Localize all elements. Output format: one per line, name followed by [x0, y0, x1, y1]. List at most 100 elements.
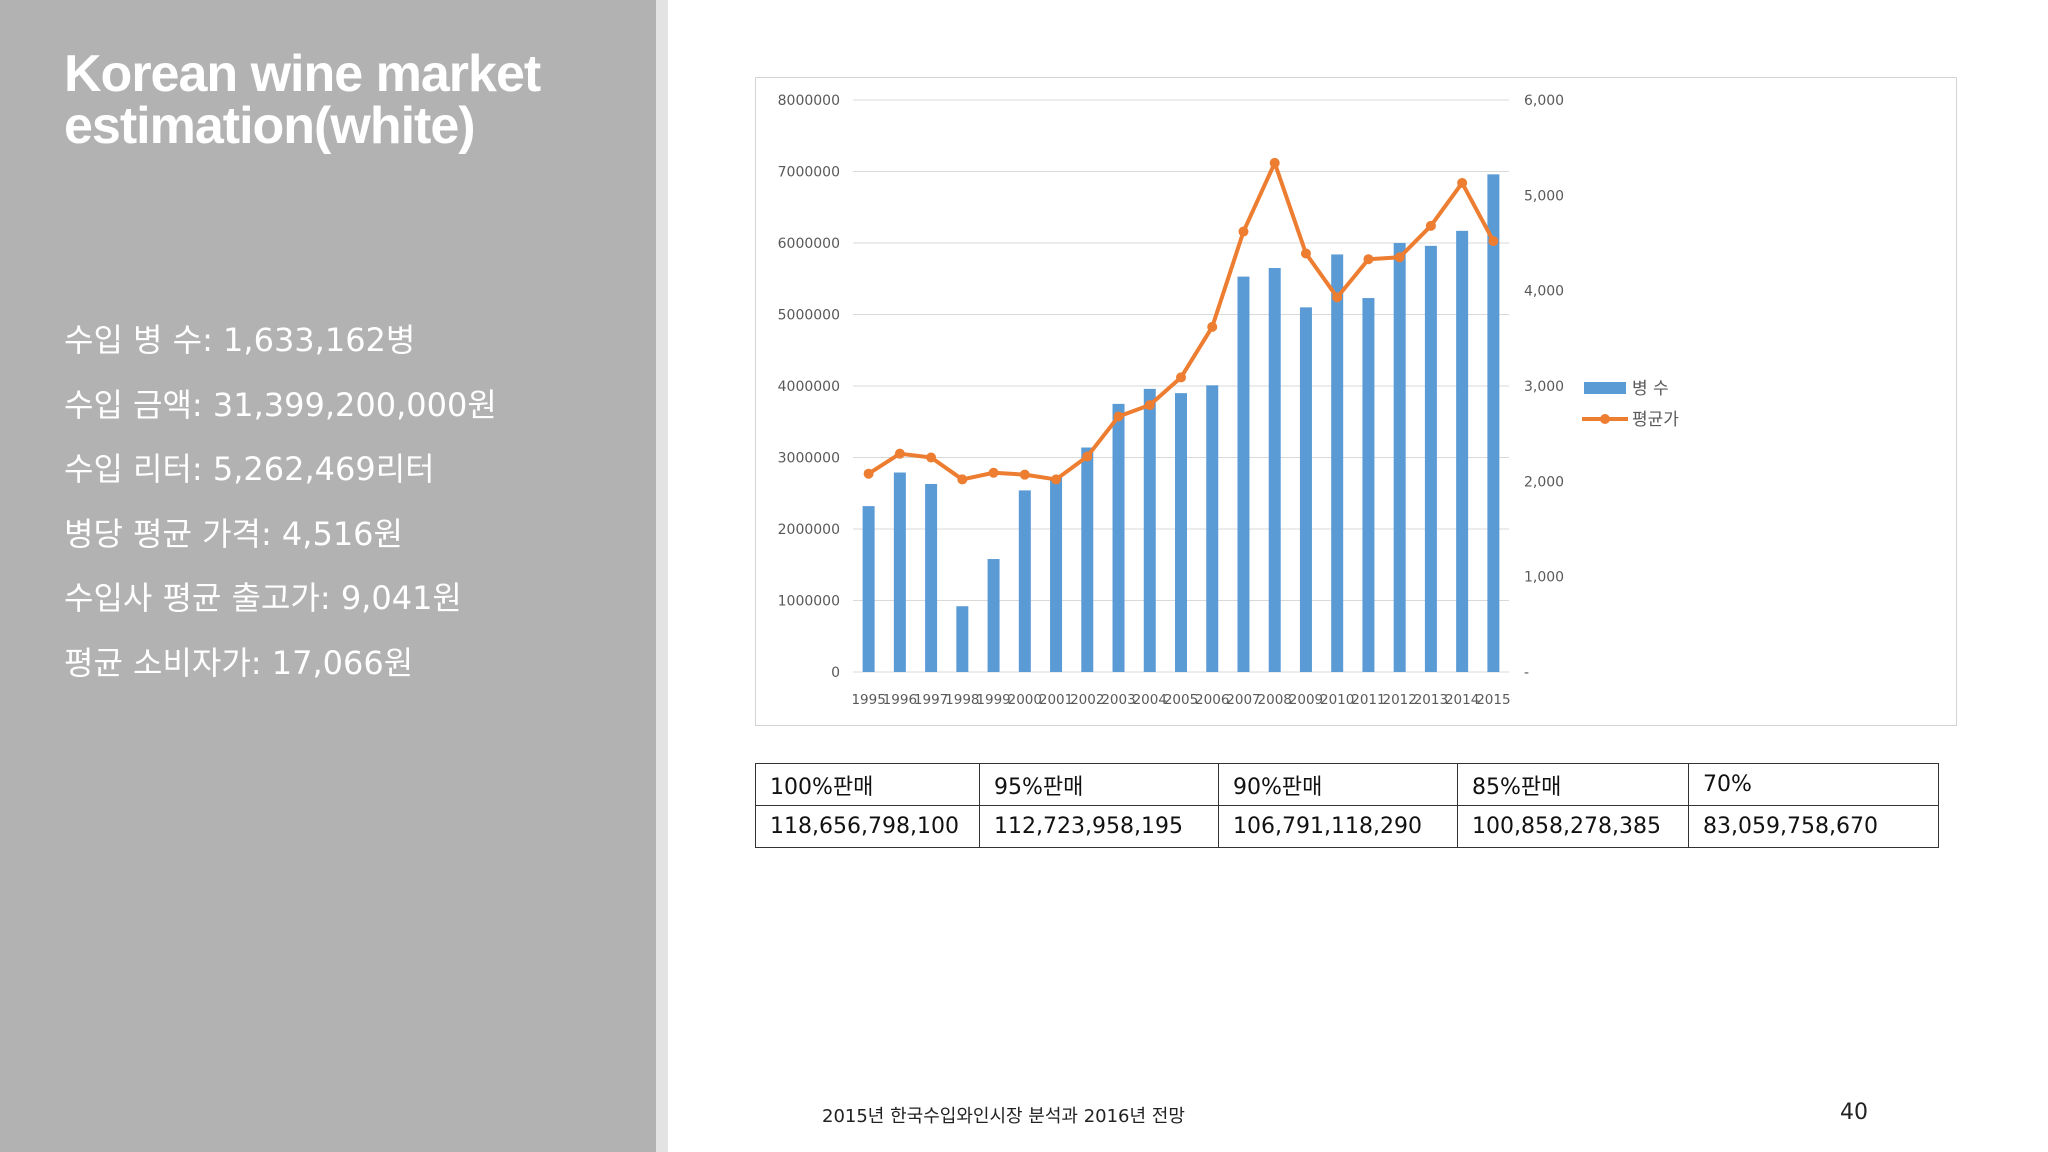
bar — [1268, 268, 1281, 672]
stat-avg-price-per-bottle: 병당 평균 가격: 4,516원 — [64, 514, 403, 553]
x-tick-label: 2005 — [1164, 692, 1198, 708]
bar — [1112, 403, 1125, 672]
x-tick-label: 2010 — [1320, 692, 1354, 708]
line-point — [1457, 177, 1468, 188]
table-header-cell: 90%판매 — [1218, 763, 1458, 806]
bar — [1018, 490, 1031, 672]
line-point — [1394, 252, 1405, 263]
y-secondary-tick-label: 1,000 — [1524, 570, 1564, 586]
footer-caption: 2015년 한국수입와인시장 분석과 2016년 전망 — [822, 1106, 1185, 1127]
line-point — [926, 452, 937, 463]
legend-line-label: 평균가 — [1632, 410, 1679, 430]
x-tick-label: 2007 — [1226, 692, 1260, 708]
x-tick-label: 1996 — [883, 692, 917, 708]
legend-bar-label: 병 수 — [1632, 379, 1669, 399]
y-secondary-tick-label: 4,000 — [1524, 284, 1564, 300]
bar — [987, 559, 1000, 672]
x-tick-label: 2015 — [1476, 692, 1510, 708]
table-value-cell: 112,723,958,195 — [979, 805, 1219, 848]
table-value-cell: 106,791,118,290 — [1218, 805, 1458, 848]
line-point — [1144, 400, 1155, 411]
line-point — [1019, 469, 1030, 480]
bar — [893, 472, 906, 672]
x-tick-label: 1997 — [914, 692, 948, 708]
bar — [1424, 245, 1437, 673]
y-primary-tick-label: 3000000 — [778, 451, 840, 467]
table-value-row: 118,656,798,100 112,723,958,195 106,791,… — [755, 805, 1939, 848]
line-point — [863, 468, 874, 479]
table-value-cell: 118,656,798,100 — [755, 805, 980, 848]
y-secondary-tick-label: 6,000 — [1524, 93, 1564, 109]
y-primary-tick-label: 8000000 — [778, 93, 840, 109]
x-tick-label: 2006 — [1195, 692, 1229, 708]
table-value-cell: 100,858,278,385 — [1457, 805, 1689, 848]
bar — [1487, 174, 1500, 673]
slide-title: Korean wine market estimation(white) — [64, 48, 634, 152]
x-tick-label: 2001 — [1039, 692, 1073, 708]
bar — [1050, 477, 1063, 672]
y-primary-tick-label: 2000000 — [778, 522, 840, 538]
y-primary-tick-label: 7000000 — [778, 165, 840, 181]
bar — [1206, 385, 1219, 672]
stat-avg-consumer-price: 평균 소비자가: 17,066원 — [64, 643, 414, 682]
line-point — [988, 467, 999, 478]
bar — [956, 606, 969, 672]
x-tick-label: 2009 — [1289, 692, 1323, 708]
line-point — [1488, 236, 1499, 247]
y-primary-tick-label: 6000000 — [778, 236, 840, 252]
legend-line-marker — [1600, 414, 1610, 424]
page-number: 40 — [1840, 1100, 1868, 1125]
bar — [1393, 243, 1406, 672]
table-header-cell: 70% — [1688, 763, 1939, 806]
bar — [862, 506, 875, 672]
stat-import-amount: 수입 금액: 31,399,200,000원 — [64, 385, 497, 424]
stat-importer-avg-release-price: 수입사 평균 출고가: 9,041원 — [64, 579, 462, 617]
bar — [1456, 230, 1469, 672]
y-secondary-tick-label: 2,000 — [1524, 474, 1564, 490]
line-point — [1113, 411, 1124, 422]
x-tick-label: 2002 — [1070, 692, 1104, 708]
table-value-cell: 83,059,758,670 — [1688, 805, 1939, 848]
chart-container: 0 1000000 2000000 3000000 4000000 5000000 6000… — [755, 77, 1957, 726]
panel-divider — [656, 0, 668, 1152]
y-secondary-tick-label: 5,000 — [1524, 188, 1564, 204]
y-secondary-tick-label: 3,000 — [1524, 379, 1564, 395]
line-point — [1300, 248, 1311, 259]
x-tick-label: 2011 — [1351, 692, 1385, 708]
bar — [1331, 254, 1344, 672]
bar — [1362, 298, 1375, 672]
line-point — [957, 474, 968, 485]
line-point — [1269, 157, 1280, 168]
table-header-cell: 100%판매 — [755, 763, 980, 806]
left-panel: Korean wine market estimation(white) 수입 … — [0, 0, 656, 1152]
stats-list: 수입 병 수: 1,633,162병 수입 금액: 31,399,200,000… — [64, 308, 497, 695]
x-tick-label: 2003 — [1101, 692, 1135, 708]
line-point — [1363, 254, 1374, 265]
x-tick-label: 2014 — [1445, 692, 1479, 708]
line-point — [1238, 226, 1249, 237]
line-point — [1207, 321, 1218, 332]
bar — [1175, 393, 1187, 672]
line-point — [1425, 220, 1436, 231]
x-tick-label: 2012 — [1382, 692, 1416, 708]
bar — [925, 483, 938, 672]
line-point — [894, 448, 905, 459]
slide-title-line-1: Korean wine market — [64, 45, 541, 103]
table-header-cell: 85%판매 — [1457, 763, 1689, 806]
x-tick-label: 1999 — [976, 692, 1010, 708]
bar — [1081, 447, 1094, 672]
stat-import-liters: 수입 리터: 5,262,469리터 — [64, 450, 435, 488]
y-primary-tick-label: 4000000 — [778, 379, 840, 395]
legend-bar-swatch — [1584, 382, 1626, 394]
table-header-cell: 95%판매 — [979, 763, 1219, 806]
x-tick-label: 2000 — [1008, 692, 1042, 708]
x-tick-label: 1998 — [945, 692, 979, 708]
line-point — [1051, 474, 1062, 485]
y-primary-tick-label: 1000000 — [778, 594, 840, 610]
table-header-row: 100%판매 95%판매 90%판매 85%판매 70% — [755, 763, 1939, 806]
y-primary-tick-label: 0 — [831, 665, 840, 681]
y-primary-tick-label: 5000000 — [778, 308, 840, 324]
combo-chart: 0 1000000 2000000 3000000 4000000 5000000 6000… — [778, 93, 1680, 708]
x-tick-label: 1995 — [851, 692, 885, 708]
stat-import-bottles: 수입 병 수: 1,633,162병 — [64, 321, 416, 359]
